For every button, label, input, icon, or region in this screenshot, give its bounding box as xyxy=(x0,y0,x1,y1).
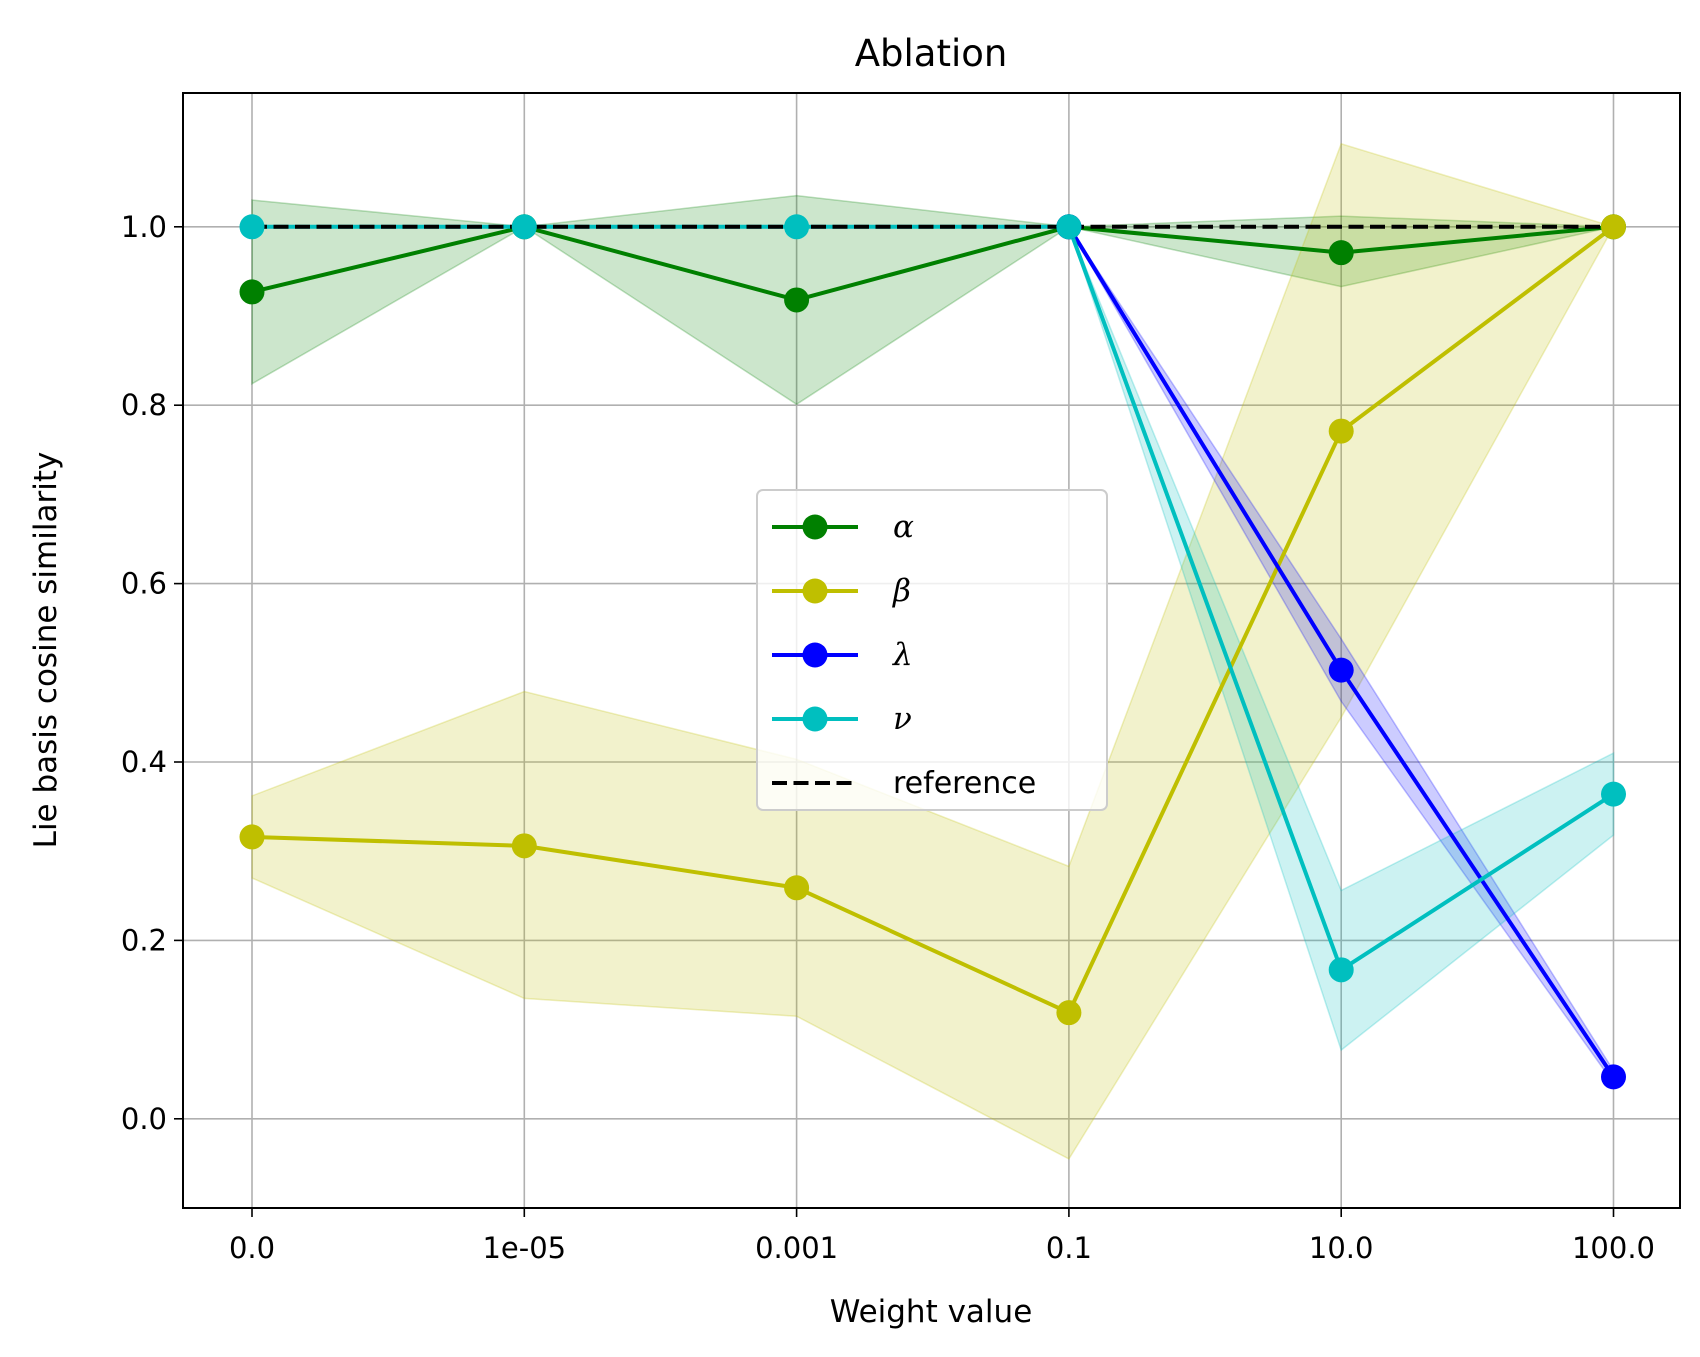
legend-label: reference xyxy=(893,766,1036,801)
x-tick-label: 0.1 xyxy=(1046,1231,1092,1265)
x-tick-label: 10.0 xyxy=(1309,1231,1374,1265)
y-tick-label: 0.6 xyxy=(121,567,167,601)
point-ν xyxy=(784,214,810,240)
point-λ xyxy=(1328,657,1354,683)
point-α xyxy=(784,287,810,313)
point-β xyxy=(1328,418,1354,444)
legend-label: α xyxy=(893,509,914,545)
axes-frame xyxy=(182,92,1681,1209)
legend-marker-β xyxy=(802,578,828,604)
x-axis-label: Weight value xyxy=(830,1294,1033,1330)
point-ν xyxy=(239,214,265,240)
y-tick-label: 1.0 xyxy=(121,210,167,244)
y-tick-label: 0.8 xyxy=(121,388,167,422)
x-tick-label: 0.001 xyxy=(755,1231,838,1265)
y-ticks: 0.0 0.2 0.4 0.6 0.8 1.0 xyxy=(121,210,183,1136)
series-markers xyxy=(239,214,1626,1090)
legend-marker-λ xyxy=(802,642,828,668)
x-ticks: 0.0 1e-05 0.001 0.1 10.0 100.0 xyxy=(229,1208,1655,1265)
line-α xyxy=(251,224,1614,302)
band-β xyxy=(251,142,1615,1160)
point-α xyxy=(1328,240,1354,266)
x-tick-label: 100.0 xyxy=(1572,1231,1655,1265)
point-α xyxy=(239,279,265,305)
legend-label: λ xyxy=(891,637,913,673)
y-tick-label: 0.4 xyxy=(121,745,167,779)
y-tick-label: 0.0 xyxy=(121,1102,167,1136)
y-axis-label: Lie basis cosine similarity xyxy=(28,452,64,849)
x-tick-label: 1e-05 xyxy=(482,1231,566,1265)
legend-box xyxy=(756,489,1108,811)
line-β xyxy=(251,225,1615,1015)
legend-label: ν xyxy=(893,701,912,737)
point-β xyxy=(1601,214,1626,240)
point-β xyxy=(784,875,810,901)
point-β xyxy=(1056,1000,1082,1026)
point-β xyxy=(511,833,537,859)
point-λ xyxy=(1601,1064,1626,1090)
legend-label: β xyxy=(892,573,911,609)
point-β xyxy=(239,824,265,850)
legend-marker-ν xyxy=(802,706,828,732)
legend-marker-α xyxy=(802,514,828,540)
point-ν xyxy=(511,214,537,240)
point-ν xyxy=(1601,781,1626,807)
point-ν xyxy=(1056,214,1082,240)
x-tick-label: 0.0 xyxy=(229,1231,275,1265)
chart-title: Ablation xyxy=(855,32,1008,75)
point-ν xyxy=(1328,957,1354,983)
y-tick-label: 0.2 xyxy=(121,923,167,957)
